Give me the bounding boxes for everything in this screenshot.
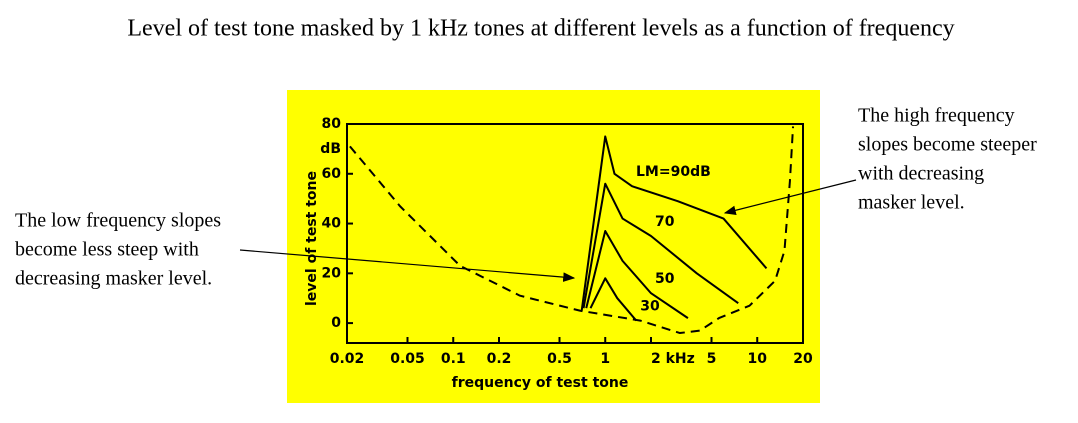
y-tick-label: 20 xyxy=(322,265,342,281)
curve-label: 70 xyxy=(655,214,675,230)
y-unit: dB xyxy=(320,141,341,157)
masking-curve xyxy=(589,277,638,322)
chart-background xyxy=(287,90,820,403)
title: Level of test tone masked by 1 kHz tones… xyxy=(127,16,954,42)
masking-curve xyxy=(580,135,768,311)
y-tick-label: 0 xyxy=(331,315,341,331)
annotation: slopes become steeper xyxy=(858,134,1037,156)
x-tick-label: 0.02 xyxy=(330,351,365,367)
x-tick-label: 0.05 xyxy=(390,351,425,367)
y-axis-label: level of test tone xyxy=(304,171,320,306)
masking-curve xyxy=(582,182,739,309)
x-axis-label: frequency of test tone xyxy=(452,375,629,391)
annotation: with decreasing xyxy=(858,163,984,185)
y-tick-label: 40 xyxy=(322,216,342,232)
annotation: masker level. xyxy=(858,192,965,214)
arrow xyxy=(723,179,857,216)
x-tick-label: 1 xyxy=(600,351,610,367)
masking-curve xyxy=(585,230,689,319)
curve-label: 30 xyxy=(640,299,660,315)
x-tick-label: 2 kHz xyxy=(651,351,695,367)
arrow xyxy=(239,249,576,282)
annotation: become less steep with xyxy=(15,239,199,261)
annotation: The low frequency slopes xyxy=(15,210,221,232)
x-tick-label: 0.5 xyxy=(547,351,572,367)
x-tick-label: 20 xyxy=(793,351,813,367)
y-tick-label: 80 xyxy=(322,116,342,132)
curve-label: LM=90dB xyxy=(636,164,711,180)
x-tick-label: 5 xyxy=(707,351,717,367)
curve-label: 50 xyxy=(655,271,675,287)
annotation: decreasing masker level. xyxy=(15,268,212,290)
threshold-line xyxy=(349,126,795,335)
x-tick-label: 10 xyxy=(748,351,768,367)
y-tick-label: 60 xyxy=(322,166,342,182)
plot-frame xyxy=(346,123,804,344)
x-tick-label: 0.1 xyxy=(441,351,466,367)
annotation: The high frequency xyxy=(858,105,1015,127)
x-tick-label: 0.2 xyxy=(487,351,512,367)
